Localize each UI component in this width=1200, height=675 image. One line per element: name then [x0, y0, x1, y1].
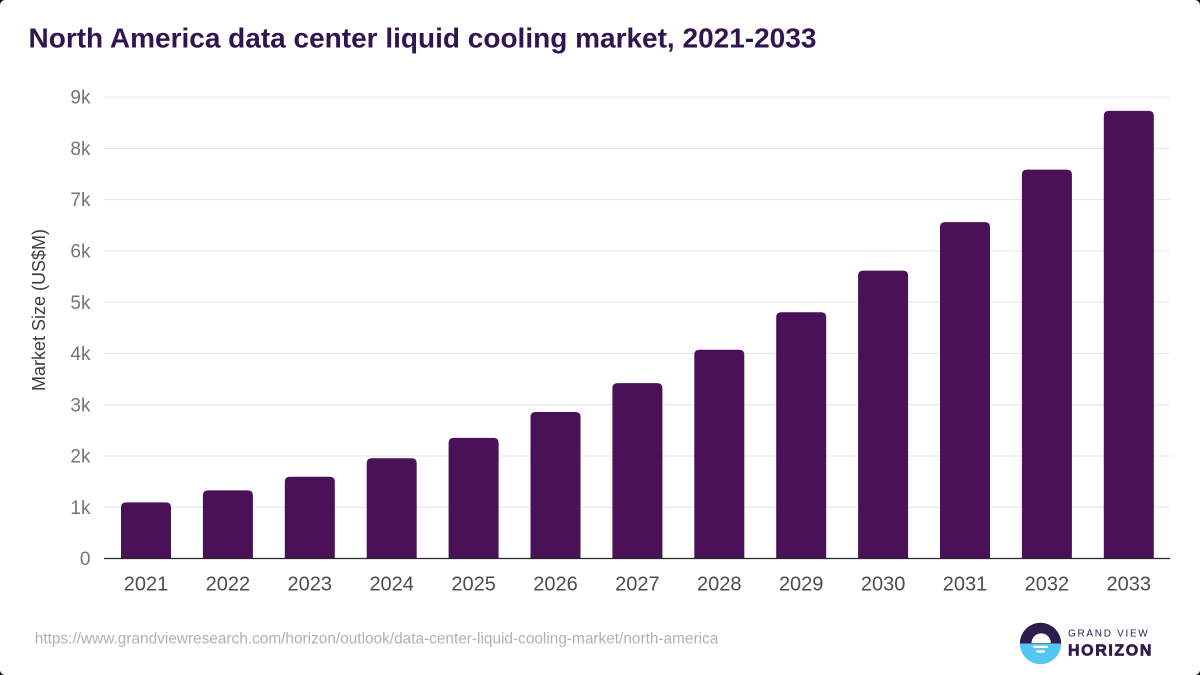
svg-text:https://www.grandviewresearch.: https://www.grandviewresearch.com/horizo… [35, 631, 719, 648]
svg-text:7k: 7k [70, 190, 91, 211]
svg-text:4k: 4k [70, 344, 91, 365]
svg-text:Market Size (US$M): Market Size (US$M) [29, 229, 49, 391]
svg-text:8k: 8k [70, 139, 91, 160]
svg-text:2030: 2030 [861, 574, 906, 596]
svg-text:2031: 2031 [943, 574, 988, 596]
svg-text:1k: 1k [70, 498, 91, 519]
svg-text:2032: 2032 [1025, 574, 1070, 596]
svg-text:2026: 2026 [533, 574, 578, 596]
svg-text:HORIZON: HORIZON [1068, 643, 1153, 660]
svg-text:3k: 3k [70, 395, 91, 416]
svg-text:2025: 2025 [451, 574, 496, 596]
svg-text:2021: 2021 [124, 574, 169, 596]
svg-text:2023: 2023 [288, 574, 333, 596]
svg-text:2k: 2k [70, 447, 91, 468]
svg-text:2022: 2022 [206, 574, 251, 596]
svg-text:North America data center liqu: North America data center liquid cooling… [29, 23, 817, 54]
svg-text:2024: 2024 [369, 574, 414, 596]
svg-text:2029: 2029 [779, 574, 824, 596]
svg-text:2027: 2027 [615, 574, 660, 596]
svg-text:0: 0 [80, 549, 91, 570]
svg-text:9k: 9k [70, 88, 91, 109]
svg-text:GRAND VIEW: GRAND VIEW [1068, 628, 1149, 639]
svg-text:6k: 6k [70, 242, 91, 263]
svg-text:5k: 5k [70, 293, 91, 314]
svg-text:2033: 2033 [1107, 574, 1152, 596]
svg-text:2028: 2028 [697, 574, 742, 596]
